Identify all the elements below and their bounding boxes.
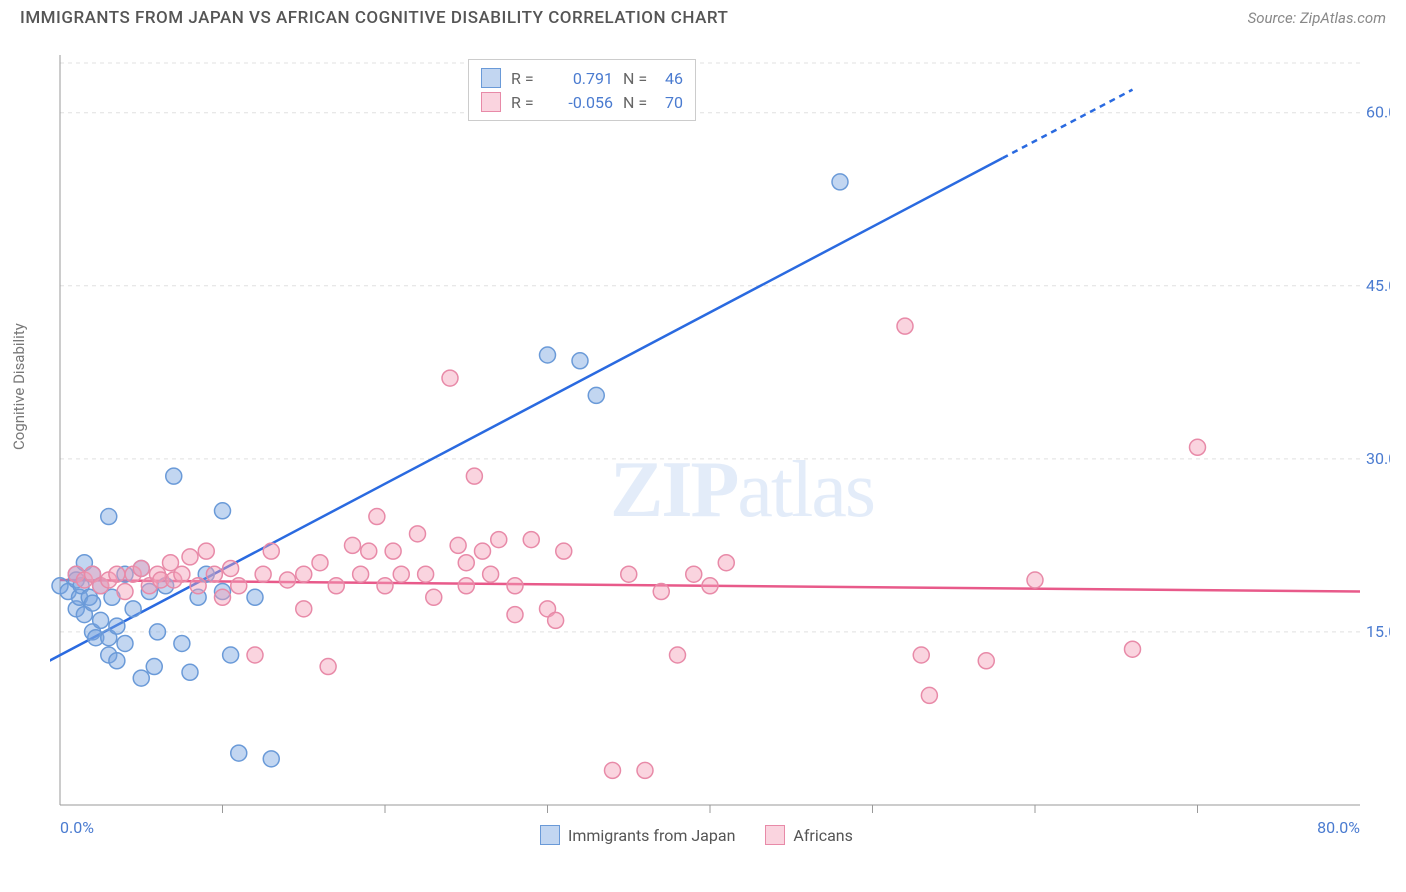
chart-container: 15.0%30.0%45.0%60.0%0.0%80.0% ZIPatlas R… xyxy=(50,45,1390,845)
n-value: 70 xyxy=(665,93,683,112)
legend-swatch xyxy=(540,825,560,845)
chart-title: IMMIGRANTS FROM JAPAN VS AFRICAN COGNITI… xyxy=(20,8,728,28)
r-label: R = xyxy=(511,69,543,88)
svg-text:30.0%: 30.0% xyxy=(1366,449,1390,468)
series-swatch xyxy=(481,68,501,88)
stats-legend-box: R = 0.791 N = 46 R = -0.056 N = 70 xyxy=(468,59,696,121)
n-label: N = xyxy=(623,93,655,112)
svg-text:45.0%: 45.0% xyxy=(1366,276,1390,295)
legend-swatch xyxy=(765,825,785,845)
stats-row: R = -0.056 N = 70 xyxy=(481,90,683,114)
scatter-chart: 15.0% 30.0% 45.0% 60.0% 0.0% 80.0% xyxy=(50,45,1390,845)
r-value: -0.056 xyxy=(553,93,613,112)
legend-item: Immigrants from Japan xyxy=(540,825,735,845)
n-value: 46 xyxy=(665,69,683,88)
n-label: N = xyxy=(623,69,655,88)
r-label: R = xyxy=(511,93,543,112)
svg-text:15.0%: 15.0% xyxy=(1366,622,1390,641)
legend-label: Immigrants from Japan xyxy=(568,826,735,845)
r-value: 0.791 xyxy=(553,69,613,88)
svg-text:60.0%: 60.0% xyxy=(1366,103,1390,122)
bottom-legend: Immigrants from Japan Africans xyxy=(540,825,853,845)
svg-text:80.0%: 80.0% xyxy=(1317,818,1360,837)
legend-item: Africans xyxy=(765,825,852,845)
y-axis-label: Cognitive Disability xyxy=(10,323,28,450)
svg-text:0.0%: 0.0% xyxy=(60,818,94,837)
source-label: Source: ZipAtlas.com xyxy=(1248,9,1386,27)
stats-row: R = 0.791 N = 46 xyxy=(481,66,683,90)
series-swatch xyxy=(481,92,501,112)
legend-label: Africans xyxy=(793,826,852,845)
